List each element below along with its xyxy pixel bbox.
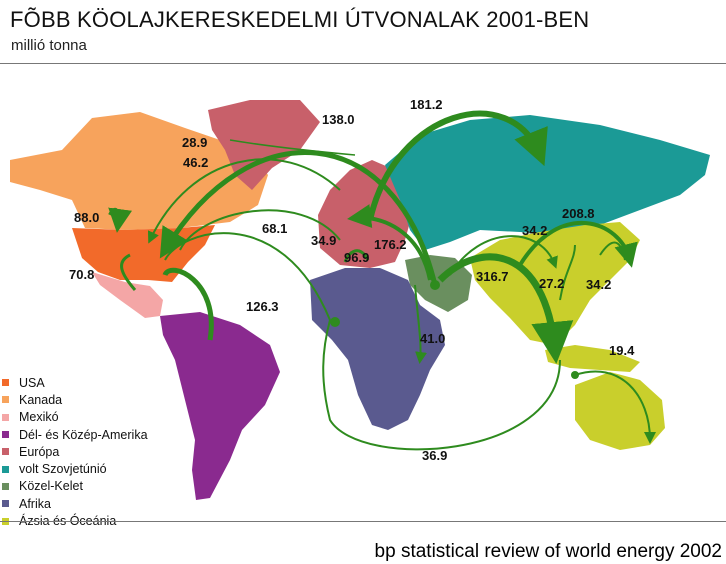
flow-label: 41.0 [420, 331, 445, 346]
legend-swatch [2, 482, 9, 490]
route-68 [179, 209, 341, 251]
legend-label: Mexikó [19, 410, 59, 425]
flow-label: 36.9 [422, 448, 447, 463]
legend-swatch [2, 431, 9, 439]
route-middle-east-asia-316 [437, 253, 574, 364]
flow-label: 208.8 [562, 206, 595, 221]
route-africa-usa-126 [164, 232, 331, 321]
legend-item-mexico: Mexikó [2, 409, 148, 426]
legend-item-europe: Európa [2, 443, 148, 460]
route-canada-usa-88 [108, 207, 133, 233]
flow-label: 34.2 [586, 277, 611, 292]
legend-item-middle-east: Közel-Kelet [2, 478, 148, 495]
flow-label: 19.4 [609, 343, 635, 358]
bottom-divider [0, 521, 726, 522]
region-asia [470, 222, 640, 345]
legend-label: USA [19, 375, 45, 390]
flow-label: 176.2 [374, 237, 407, 252]
region-south-america [160, 312, 280, 500]
flow-label: 27.2 [539, 276, 564, 291]
region-africa [310, 268, 445, 430]
flow-label: 316.7 [476, 269, 509, 284]
route-mexico-usa-70 [120, 253, 137, 291]
route-ussr-europe-208 [518, 221, 638, 268]
region-mexico [92, 272, 163, 318]
legend-swatch [2, 396, 9, 404]
route-former-ussr-asia-181 [367, 110, 548, 221]
legend-label: Dél- és Közép-Amerika [19, 427, 148, 442]
flow-label: 70.8 [69, 267, 94, 282]
route-41 [414, 284, 428, 364]
legend-item-latin-america: Dél- és Közép-Amerika [2, 426, 148, 443]
origin-asia-dot [571, 371, 579, 379]
flow-label: 46.2 [183, 155, 208, 170]
legend-label: Európa [19, 444, 60, 459]
route-19 [574, 370, 656, 444]
legend-swatch [2, 413, 9, 421]
legend-item-usa: USA [2, 374, 148, 391]
map-title: FÕBB KÖOLAJKERESKEDELMI ÚTVONALAK 2001-B… [10, 7, 590, 32]
legend: USA Kanada Mexikó Dél- és Közép-Amerika … [2, 374, 148, 530]
flow-label: 126.3 [246, 299, 279, 314]
flow-label: 34.9 [311, 233, 336, 248]
region-former-ussr [385, 115, 710, 250]
legend-swatch [2, 379, 9, 387]
flow-label: 138.0 [322, 112, 355, 127]
route-34-asia [449, 235, 558, 276]
flow-label: 68.1 [262, 221, 287, 236]
route-34-japan [599, 241, 626, 261]
route-36 [322, 319, 561, 451]
route-north-28 [229, 139, 356, 156]
legend-item-canada: Kanada [2, 391, 148, 408]
legend-label: Közel-Kelet [19, 479, 83, 494]
flow-label: 88.0 [74, 210, 99, 225]
flow-label: 96.9 [344, 250, 369, 265]
flow-label: 181.2 [410, 97, 443, 112]
route-middle-east-europe-176 [347, 204, 432, 281]
legend-label: volt Szovjetúnió [19, 462, 107, 477]
flow-label: 28.9 [182, 135, 207, 150]
legend-label: Afrika [19, 496, 51, 511]
world-map: 181.2 138.0 28.9 46.2 208.8 88.0 68.1 34… [10, 97, 710, 500]
unit-label: millió tonna [11, 37, 87, 54]
legend-swatch [2, 448, 9, 456]
top-divider [0, 63, 726, 64]
legend-swatch [2, 465, 9, 473]
route-africa-europe-96 [343, 249, 370, 263]
route-27 [559, 244, 576, 301]
legend-item-former-ussr: volt Szovjetúnió [2, 460, 148, 477]
origin-middle-east-dot [430, 280, 440, 290]
flow-label: 34.2 [522, 223, 547, 238]
route-46 [147, 158, 341, 244]
route-south-america-usa [162, 267, 214, 341]
legend-swatch [2, 500, 9, 508]
legend-item-africa: Afrika [2, 495, 148, 512]
route-middle-east-usa-138 [159, 150, 438, 286]
source-credit: bp statistical review of world energy 20… [374, 541, 722, 562]
origin-africa-dot [330, 317, 340, 327]
legend-label: Kanada [19, 392, 63, 407]
region-oceania [575, 372, 665, 450]
